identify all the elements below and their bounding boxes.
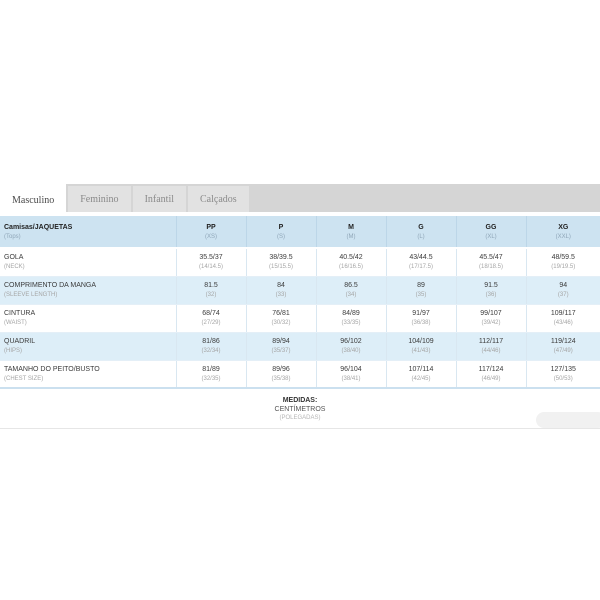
size-chart-table: Camisas/JAQUETAS (Tops) PP (XS) P (S) M … [0,216,600,389]
row-sublabel: (HIPS) [4,348,22,354]
size-cell: 112/117 (44/46) [456,332,527,361]
category-title: Camisas/JAQUETAS [4,223,73,231]
table-row-gola: GOLA (NECK) 35.5/37 (14/14.5) 38/39.5 (15/… [0,248,600,277]
size-cell: 86.5 (34) [316,276,387,305]
size-cell: 96/104 (38/41) [316,360,387,389]
table-row-manga: COMPRIMENTO DA MANGA (SLEEVE LENGTH) 81.… [0,276,600,305]
size-chart-tabs: Masculino Feminino Infantil Calçados [0,184,600,216]
tab-calcados[interactable]: Calçados [188,186,249,212]
tab-infantil[interactable]: Infantil [132,186,186,212]
size-cell: 94 (37) [526,276,600,305]
measures-note: MEDIDAS: CENTÍMETROS (POLEGADAS) [0,390,600,429]
tab-masculino[interactable]: Masculino [0,184,67,216]
size-cell: 48/59.5 (19/19.5) [526,248,600,277]
header-category-cell: Camisas/JAQUETAS (Tops) [0,216,177,249]
header-size-p: P (S) [246,216,317,249]
size-cell: 45.5/47 (18/18.5) [456,248,527,277]
size-cell: 68/74 (27/29) [176,304,247,333]
scroll-indicator [536,412,600,428]
size-cell: 76/81 (30/32) [246,304,317,333]
size-cell: 84 (33) [246,276,317,305]
header-size-xg: XG (XXL) [526,216,600,249]
size-cell: 99/107 (39/42) [456,304,527,333]
size-cell: 89/96 (35/38) [246,360,317,389]
size-cell: 91/97 (36/38) [386,304,457,333]
table-row-cintura: CINTURA (WAIST) 68/74 (27/29) 76/81 (30/32… [0,304,600,333]
size-cell: 89/94 (35/37) [246,332,317,361]
table-row-quadril: QUADRIL (HIPS) 81/86 (32/34) 89/94 (35/37)… [0,332,600,361]
size-cell: 43/44.5 (17/17.5) [386,248,457,277]
size-cell: 89 (35) [386,276,457,305]
row-sublabel: (CHEST SIZE) [4,375,44,382]
size-cell: 81/86 (32/34) [176,332,247,361]
size-cell: 91.5 (36) [456,276,527,305]
size-cell: 81/89 (32/35) [176,360,247,389]
size-cell: 107/114 (42/45) [386,360,457,389]
row-label: TAMANHO DO PEITO/BUSTO [4,365,100,373]
size-cell: 96/102 (38/40) [316,332,387,361]
row-label: GOLA [4,254,24,262]
size-cell: 117/124 (46/49) [456,360,527,389]
size-cell: 84/89 (33/35) [316,304,387,333]
table-header-row: Camisas/JAQUETAS (Tops) PP (XS) P (S) M … [0,216,600,249]
row-label: COMPRIMENTO DA MANGA [4,282,97,289]
row-sublabel: (NECK) [4,264,25,271]
size-cell: 104/109 (41/43) [386,332,457,361]
header-size-pp: PP (XS) [176,216,247,249]
size-cell: 81.5 (32) [176,276,247,305]
category-subtitle: (Tops) [4,233,21,240]
size-cell: 40.5/42 (16/16.5) [316,248,387,277]
measures-title: MEDIDAS: [282,397,318,404]
header-size-g: G (L) [386,216,457,249]
header-size-m: M (M) [316,216,387,249]
row-label: QUADRIL [4,338,36,345]
size-cell: 119/124 (47/49) [526,332,600,361]
measures-unit-cm: CENTÍMETROS [274,406,326,413]
measures-unit-inches: (POLEGADAS) [279,415,321,421]
size-cell: 109/117 (43/46) [526,304,600,333]
tab-feminino[interactable]: Feminino [68,186,131,212]
size-cell: 35.5/37 (14/14.5) [176,248,247,277]
row-label: CINTURA [4,310,36,317]
size-cell: 127/135 (50/53) [526,360,600,389]
row-sublabel: (SLEEVE LENGTH) [4,292,58,298]
table-row-peito: TAMANHO DO PEITO/BUSTO (CHEST SIZE) 81/8… [0,360,600,389]
size-cell: 38/39.5 (15/15.5) [246,248,317,277]
row-sublabel: (WAIST) [4,320,27,326]
header-size-gg: GG (XL) [456,216,527,249]
